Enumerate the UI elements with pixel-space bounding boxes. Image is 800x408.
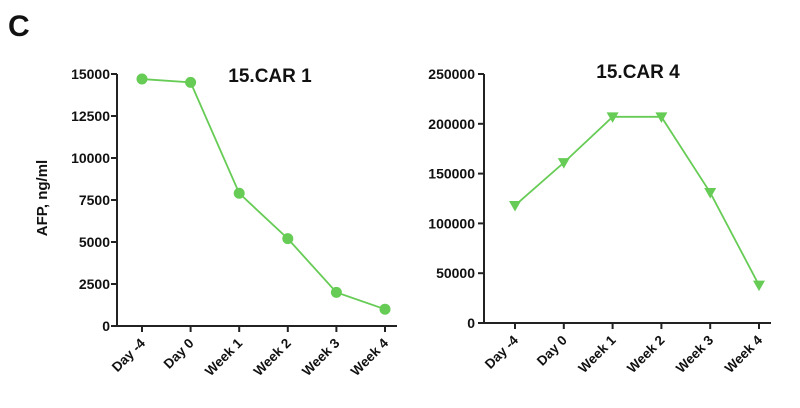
y-tick-label: 12500 [71, 108, 110, 124]
series-line [514, 115, 760, 286]
x-tick-label: Week 1 [202, 335, 246, 379]
data-point [606, 112, 619, 123]
y-tick-label: 0 [102, 318, 110, 334]
data-point [753, 280, 765, 292]
chart-15-car-4: 15.CAR 4 0 50000 100000 150000 200000 250000 D… [428, 62, 771, 376]
data-point [557, 158, 570, 169]
x-tick-label: Day -4 [482, 332, 522, 372]
data-point [509, 200, 521, 212]
data-point [655, 112, 668, 123]
data-point [185, 76, 197, 88]
x-tick-label: Week 4 [722, 332, 766, 376]
y-tick-label: 50000 [436, 265, 475, 281]
y-tick-label: 200000 [428, 116, 475, 132]
data-point [704, 188, 717, 199]
x-tick-label: Day 0 [161, 336, 197, 372]
data-point [233, 187, 245, 199]
y-tick-label: 0 [467, 315, 475, 331]
y-tick-label: 7500 [79, 192, 110, 208]
y-tick-label: 5000 [79, 234, 110, 250]
x-tick-label: Week 4 [348, 335, 392, 379]
y-tick-label: 150000 [428, 166, 475, 182]
chart-title: 15.CAR 4 [596, 62, 680, 83]
y-tick-label: 2500 [79, 276, 110, 292]
x-tick-label: Day 0 [534, 333, 570, 369]
data-series [136, 73, 391, 315]
chart-title: 15.CAR 1 [228, 66, 312, 87]
x-tick-label: Week 1 [575, 332, 619, 376]
x-tick-label: Week 2 [624, 333, 667, 376]
y-tick-label: 15000 [71, 66, 110, 82]
x-tick-label: Week 3 [299, 335, 343, 379]
chart-15-car-1: 15.CAR 1 AFP, ng/ml 0 2500 5000 7500 10000 12… [34, 66, 397, 379]
axes: 0 50000 100000 150000 200000 250000 Day -4 Day … [428, 66, 771, 376]
y-axis-label: AFP, ng/ml [34, 160, 51, 236]
data-point [282, 233, 294, 245]
series-line [141, 78, 386, 311]
x-tick-label: Week 2 [251, 336, 294, 379]
y-tick-label: 250000 [428, 66, 475, 82]
panel-label: C [8, 10, 30, 43]
data-point [330, 286, 342, 298]
data-point [379, 303, 391, 315]
y-tick-label: 10000 [71, 150, 110, 166]
x-tick-label: Day -4 [109, 335, 149, 375]
data-series [509, 112, 765, 292]
y-tick-label: 100000 [428, 215, 475, 231]
data-point [136, 73, 148, 85]
x-tick-label: Week 3 [673, 332, 717, 376]
